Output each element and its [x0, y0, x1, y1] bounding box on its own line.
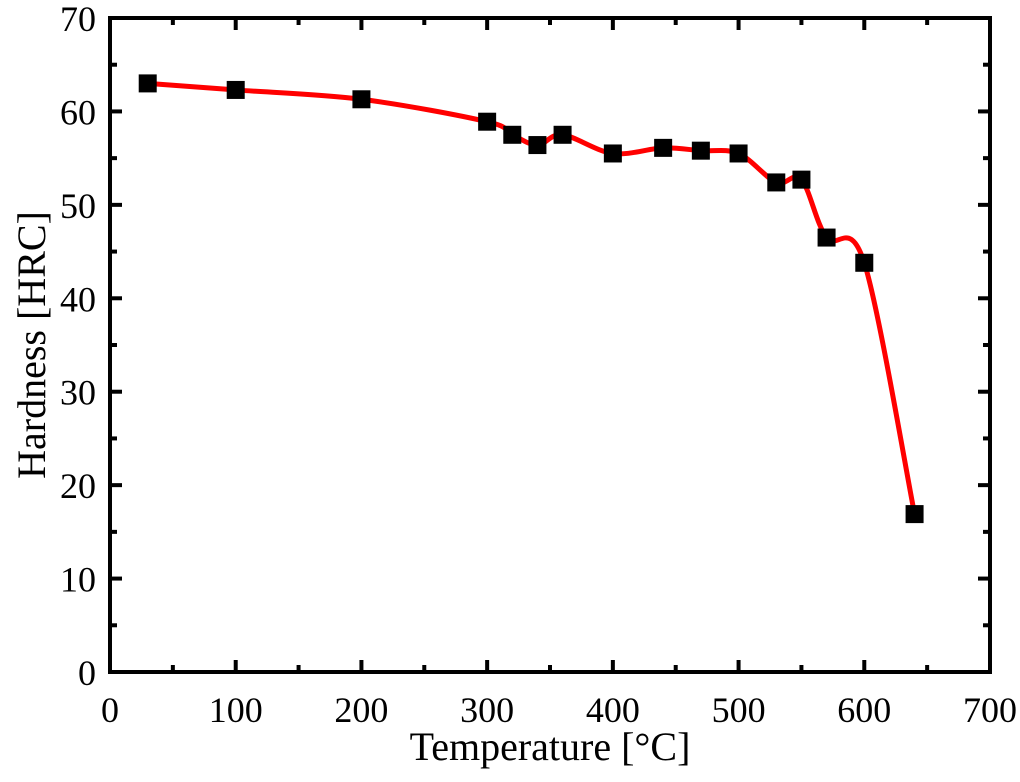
x-tick-label: 400 [586, 690, 640, 730]
x-tick-label: 200 [334, 690, 388, 730]
y-axis-label: Hardness [HRC] [9, 211, 54, 479]
data-point [654, 138, 673, 157]
y-tick-label: 20 [60, 466, 96, 506]
y-tick-label: 30 [60, 373, 96, 413]
data-point [553, 125, 572, 144]
y-tick-label: 60 [60, 92, 96, 132]
x-tick-label: 700 [963, 690, 1017, 730]
data-point [603, 144, 622, 163]
plot-frame [108, 16, 992, 674]
x-tick-label: 500 [712, 690, 766, 730]
data-point [792, 170, 811, 189]
x-tick-label: 0 [101, 690, 119, 730]
data-point [767, 173, 786, 192]
y-tick-label: 0 [78, 653, 96, 693]
data-point [691, 141, 710, 160]
x-tick-label: 100 [209, 690, 263, 730]
y-tick-label: 10 [60, 560, 96, 600]
data-point [905, 505, 924, 524]
data-point [478, 112, 497, 131]
data-point [855, 253, 874, 272]
x-axis-label: Temperature [°C] [410, 724, 691, 769]
data-point [528, 136, 547, 155]
y-tick-label: 70 [60, 0, 96, 39]
data-point [138, 74, 157, 93]
data-point [352, 90, 371, 109]
data-point [503, 125, 522, 144]
x-tick-label: 300 [460, 690, 514, 730]
data-point [817, 228, 836, 247]
y-tick-label: 40 [60, 279, 96, 319]
data-point [729, 144, 748, 163]
x-tick-label: 600 [837, 690, 891, 730]
y-tick-label: 50 [60, 186, 96, 226]
data-point [226, 80, 245, 99]
